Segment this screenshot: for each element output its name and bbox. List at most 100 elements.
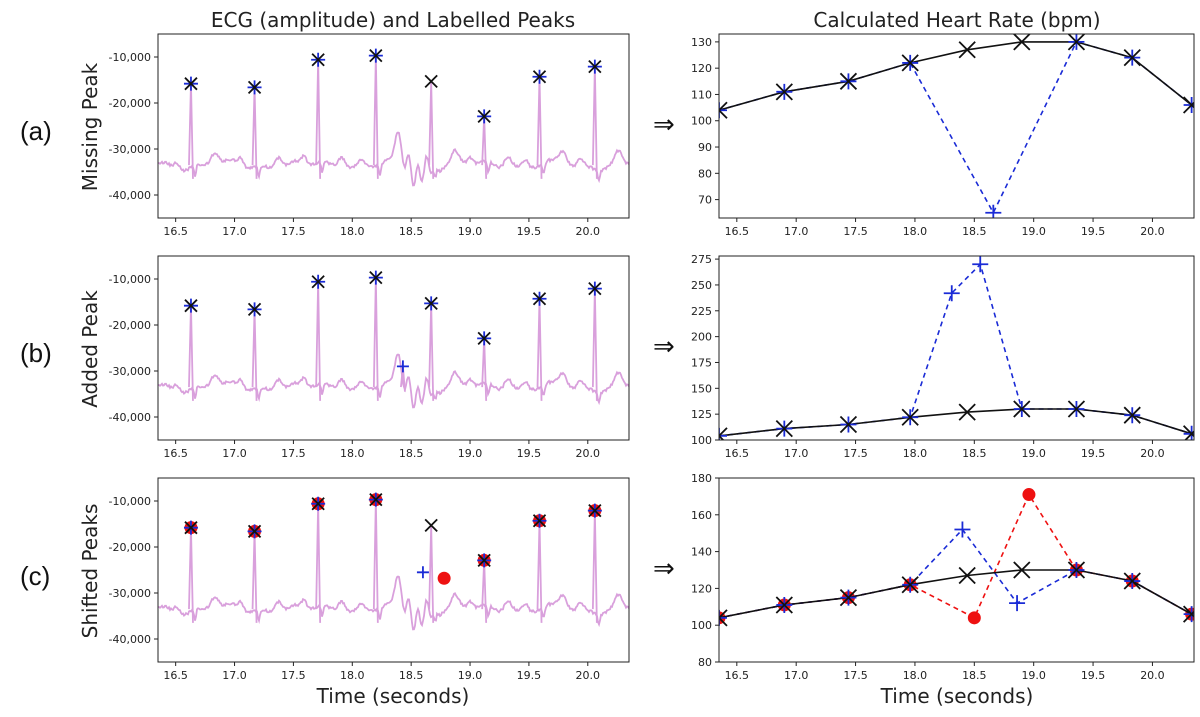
y-tick-label: 110 <box>691 88 712 101</box>
true-hr-marker <box>775 83 793 101</box>
x-tick-label: 16.5 <box>163 447 188 460</box>
ecg-r-spike <box>428 525 435 623</box>
axes-frame <box>718 33 1195 219</box>
left-column-title: ECG (amplitude) and Labelled Peaks <box>211 8 575 32</box>
labelled-hr-line <box>719 262 1192 437</box>
x-tick-label: 20.0 <box>576 225 601 238</box>
y-tick-label: 160 <box>691 509 712 522</box>
y-tick-label: -30,000 <box>109 587 151 600</box>
ecg-r-spike <box>251 309 258 401</box>
true-peak-marker <box>588 60 602 74</box>
row-c-arrow: ⇒ <box>653 554 675 584</box>
true-hr-marker <box>958 566 976 585</box>
y-tick-label: 125 <box>691 408 712 421</box>
ecg-r-spike <box>315 281 322 401</box>
true-peak-marker <box>424 518 438 533</box>
x-tick-label: 17.5 <box>281 447 306 460</box>
x-tick-label: 17.0 <box>222 447 247 460</box>
y-tick-label: -20,000 <box>109 319 151 332</box>
y-tick-label: -20,000 <box>109 541 151 554</box>
true-peak-marker <box>369 270 383 285</box>
true-peak-marker <box>247 524 262 538</box>
y-tick-label: 80 <box>698 167 712 180</box>
true-hr-marker <box>719 101 728 119</box>
true-hr-marker <box>1123 572 1141 590</box>
y-tick-label: -10,000 <box>109 51 151 64</box>
x-tick-label: 18.5 <box>399 669 424 682</box>
x-tick-label: 19.0 <box>458 447 483 460</box>
x-tick-label: 19.5 <box>1081 669 1106 682</box>
true-peak-marker <box>588 504 602 518</box>
y-tick-label: -40,000 <box>109 189 151 202</box>
true-peak-marker <box>184 77 198 91</box>
x-tick-label: 17.5 <box>843 447 868 460</box>
y-tick-label: 140 <box>691 546 712 559</box>
true-hr-marker <box>839 72 858 90</box>
true-peak-marker <box>532 70 547 84</box>
x-tick-label: 18.5 <box>399 447 424 460</box>
true-peak-marker <box>311 53 325 67</box>
x-tick-label: 19.0 <box>458 225 483 238</box>
labelled-hr-marker <box>954 521 971 538</box>
y-tick-label: -40,000 <box>109 411 151 424</box>
true-hr-marker <box>1067 561 1086 579</box>
ecg-r-spike <box>591 66 598 179</box>
shifted-hr-marker <box>967 611 981 625</box>
y-tick-label: 90 <box>698 141 712 154</box>
y-tick-label: -10,000 <box>109 273 151 286</box>
plot-area <box>719 34 1194 218</box>
ecg-r-spike <box>536 520 543 623</box>
x-tick-label: 19.0 <box>1021 225 1046 238</box>
y-tick-label: 120 <box>691 62 712 75</box>
x-tick-label: 19.5 <box>517 447 542 460</box>
x-tick-label: 18.5 <box>962 669 987 682</box>
true-hr-marker <box>901 576 919 594</box>
panel-ecg-c: 16.5 17.0 17.5 18.0 18.5 19.0 19.5 20.0 -10,000 -… <box>109 477 630 682</box>
row-c-ylabel: Shifted Peaks <box>78 504 102 639</box>
labelled-hr-marker <box>943 285 960 302</box>
labelled-hr-marker <box>972 256 989 273</box>
x-tick-label: 17.0 <box>222 669 247 682</box>
right-xlabel: Time (seconds) <box>880 684 1034 708</box>
y-tick-label: 175 <box>691 356 712 369</box>
x-tick-label: 17.5 <box>281 225 306 238</box>
y-tick-label: -20,000 <box>109 97 151 110</box>
x-tick-label: 20.0 <box>1140 669 1165 682</box>
ecg-r-spike <box>315 59 322 179</box>
true-hr-marker <box>1182 96 1194 114</box>
x-tick-label: 18.0 <box>340 447 365 460</box>
labelled-peak-marker <box>416 566 429 579</box>
x-tick-label: 19.5 <box>1081 447 1106 460</box>
x-tick-label: 20.0 <box>1140 225 1165 238</box>
true-hr-marker <box>901 408 919 426</box>
x-tick-label: 17.0 <box>784 447 809 460</box>
true-hr-marker <box>1182 425 1194 440</box>
panel-ecg-a: 16.5 17.0 17.5 18.0 18.5 19.0 19.5 20.0 -10,000 -… <box>109 33 630 238</box>
y-tick-label: 120 <box>691 582 712 595</box>
ecg-r-spike <box>536 298 543 401</box>
true-peak-marker <box>311 497 325 511</box>
x-tick-label: 19.5 <box>517 669 542 682</box>
y-tick-label: -40,000 <box>109 633 151 646</box>
shifted-peak-marker <box>437 571 451 585</box>
ecg-r-spike <box>591 288 598 401</box>
true-hr-marker <box>1067 34 1086 51</box>
true-peak-marker <box>424 74 438 89</box>
ecg-r-spike <box>428 81 435 179</box>
ecg-r-spike <box>188 527 194 623</box>
true-peak-marker <box>369 492 383 507</box>
true-hr-marker <box>719 609 728 627</box>
true-hr-marker <box>775 419 793 438</box>
x-tick-label: 18.5 <box>962 225 987 238</box>
x-tick-label: 18.0 <box>903 447 928 460</box>
true-hr-marker <box>1123 406 1141 424</box>
y-tick-label: 150 <box>691 382 712 395</box>
ecg-r-spike <box>251 87 258 179</box>
ecg-r-spike <box>372 499 379 623</box>
ecg-trace <box>158 131 629 187</box>
x-tick-label: 16.5 <box>725 225 750 238</box>
x-tick-label: 17.5 <box>843 669 868 682</box>
true-peak-marker <box>588 282 602 296</box>
x-tick-label: 18.0 <box>903 669 928 682</box>
true-hr-marker <box>719 427 728 440</box>
